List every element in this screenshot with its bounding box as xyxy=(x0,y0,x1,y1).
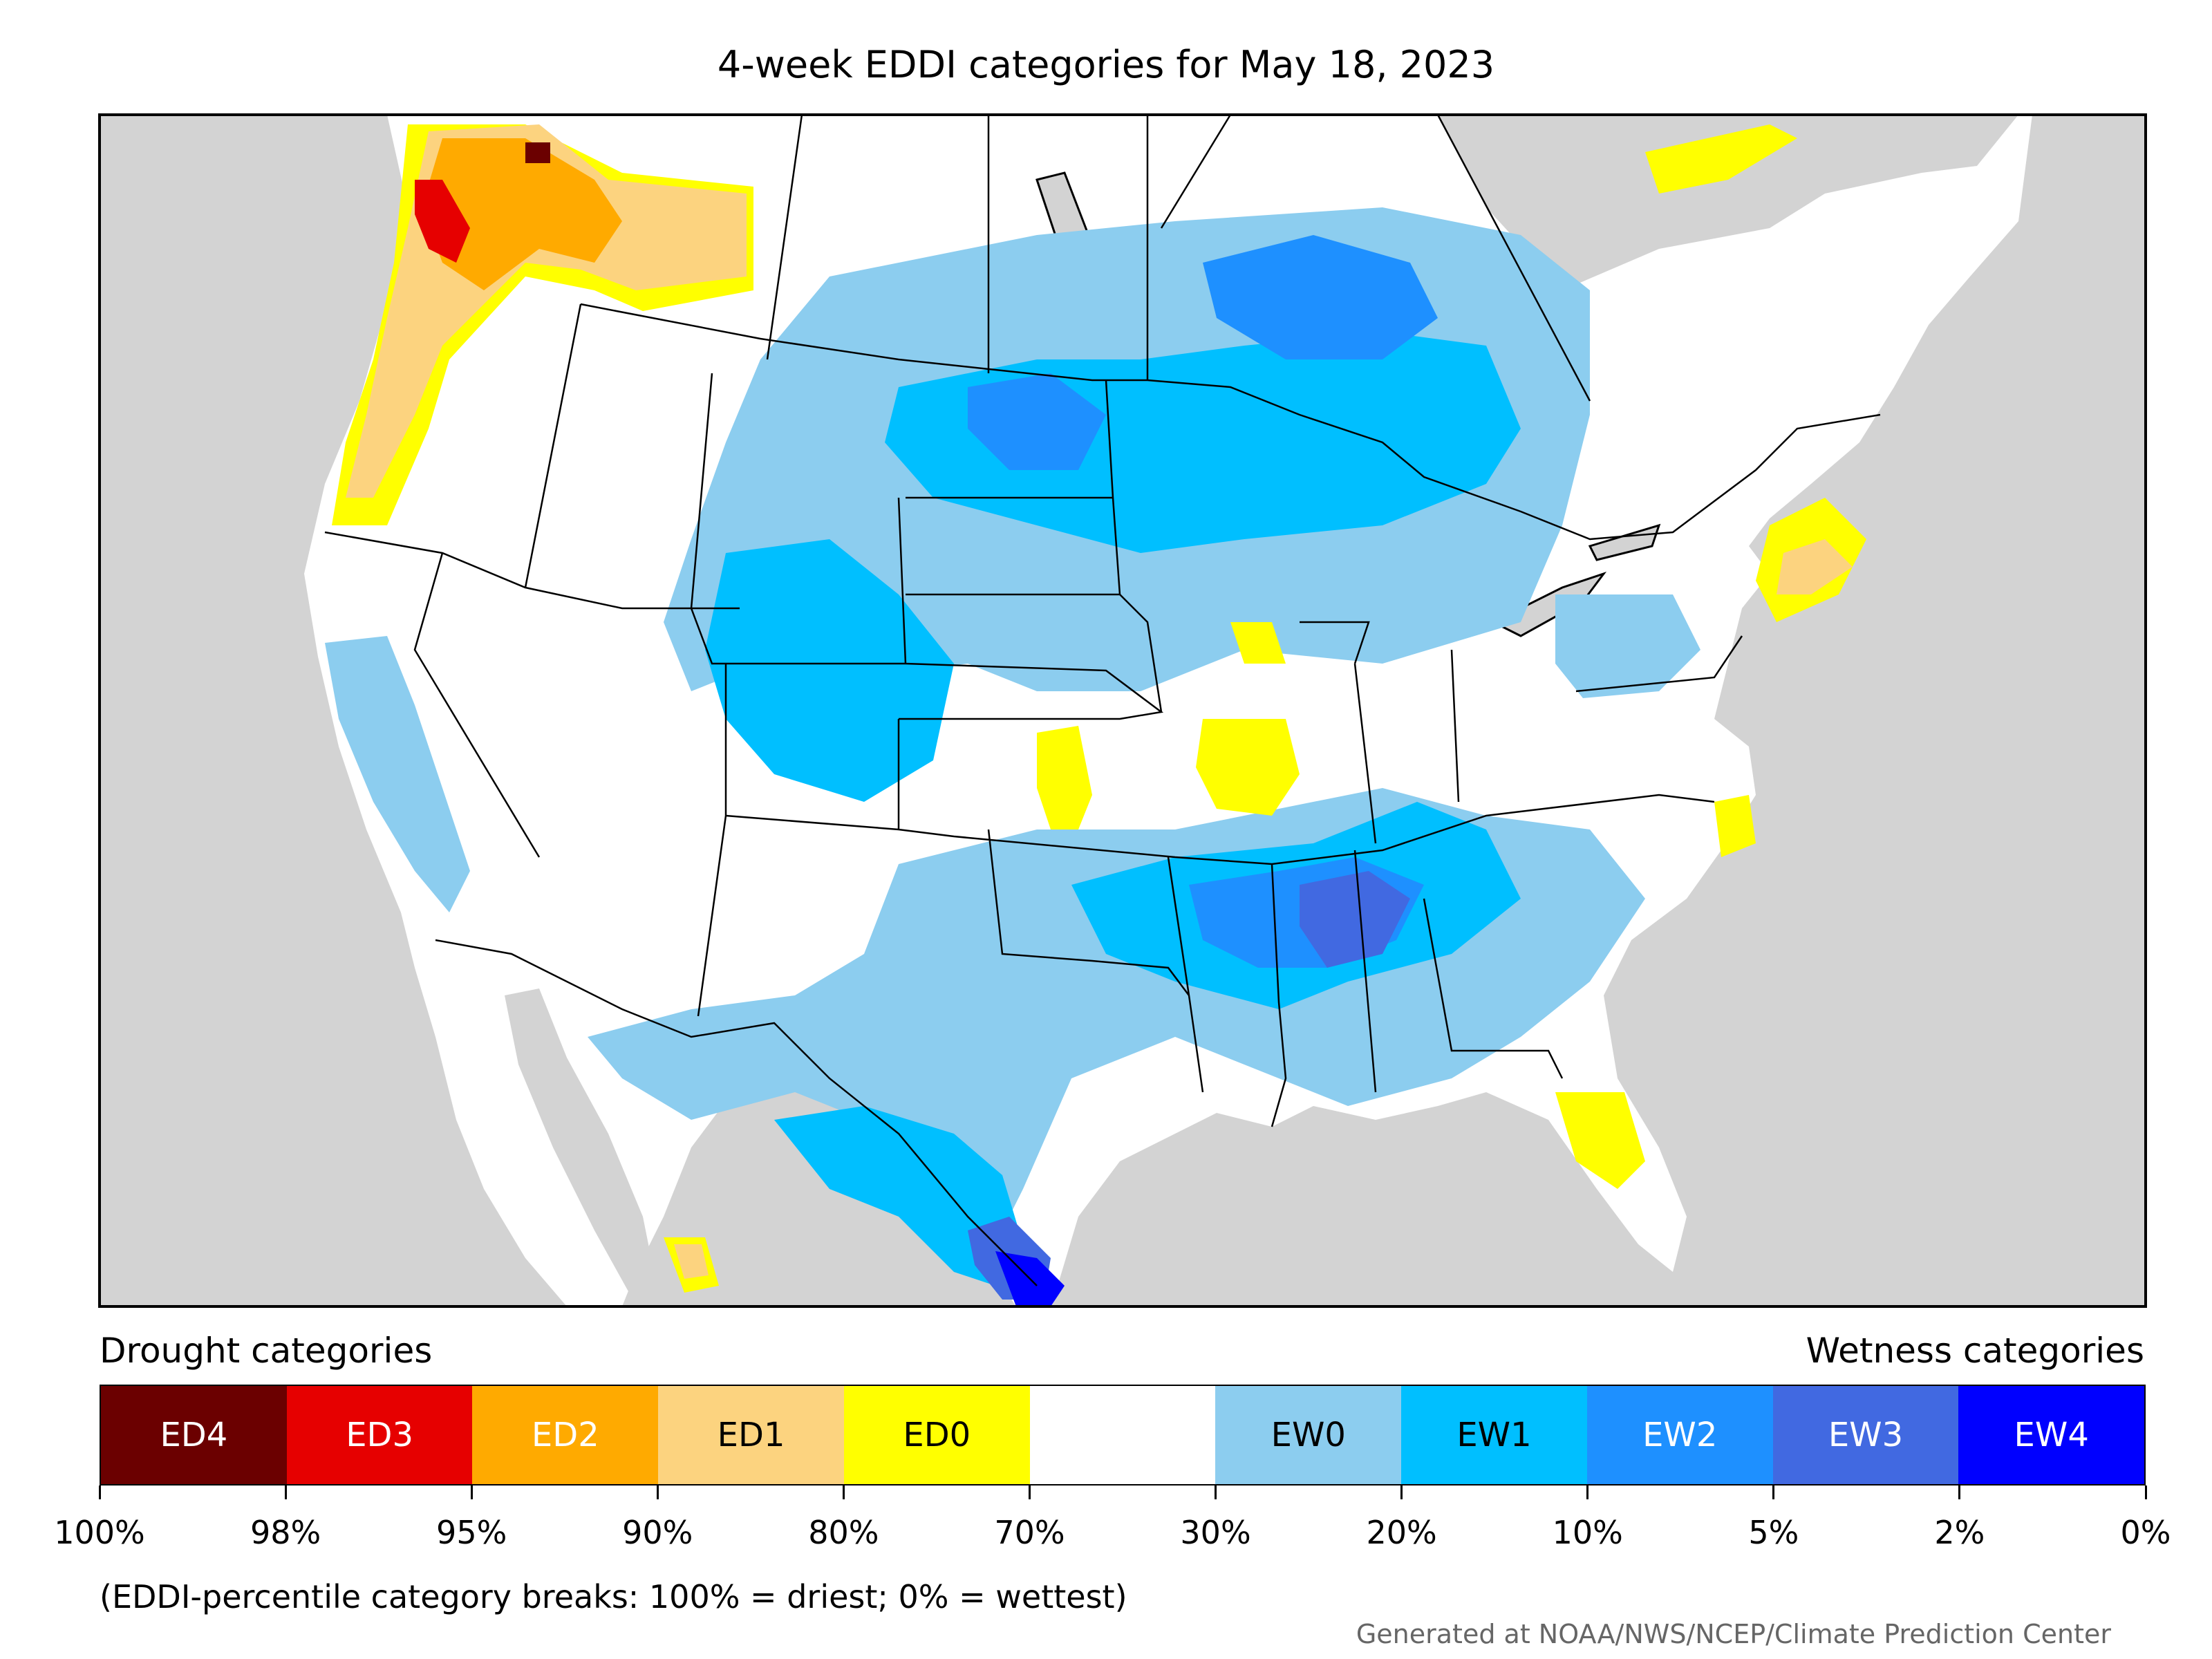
ed2-pacific-northwest xyxy=(422,138,622,290)
legend-swatch-ew4: EW4 xyxy=(1958,1386,2145,1484)
political-boundaries xyxy=(324,114,1881,1286)
state-lines xyxy=(324,303,1743,1127)
ed1-new-england xyxy=(1777,539,1853,594)
ed3-pacific-northwest xyxy=(415,180,470,263)
map-frame xyxy=(98,113,2147,1308)
legend-tick-label: 5% xyxy=(1748,1514,1799,1551)
gulf-of-california xyxy=(505,988,657,1293)
ed0-florida xyxy=(1555,1092,1645,1189)
ed0-kansas xyxy=(1037,726,1092,830)
ew2-minnesota xyxy=(1203,235,1438,359)
legend-tick-mark xyxy=(1958,1485,1961,1499)
legend-tick-mark xyxy=(1772,1485,1775,1499)
footnote: (EDDI-percentile category breaks: 100% =… xyxy=(100,1578,1127,1615)
legend-tick-label: 2% xyxy=(1934,1514,1985,1551)
us-mexico-border xyxy=(435,939,1038,1286)
legend-swatch-ed2: ED2 xyxy=(472,1386,659,1484)
legend-tick-label: 90% xyxy=(622,1514,693,1551)
legend-tick-mark xyxy=(98,1485,101,1499)
legend-tick-label: 100% xyxy=(54,1514,145,1551)
legend-tick-mark xyxy=(470,1485,473,1499)
legend-tick-label: 70% xyxy=(994,1514,1065,1551)
legend-tick-mark xyxy=(1400,1485,1403,1499)
legend-tick-mark xyxy=(842,1485,845,1499)
ew0-california xyxy=(325,636,470,912)
legend-swatch-ew2: EW2 xyxy=(1586,1386,1773,1484)
legend-tick-mark xyxy=(656,1485,659,1499)
ed0-illinois xyxy=(1230,622,1286,664)
credit-text: Generated at NOAA/NWS/NCEP/Climate Predi… xyxy=(1356,1619,2111,1649)
ew1-rockies xyxy=(705,539,954,802)
legend-swatch-none xyxy=(1029,1386,1216,1484)
canada-province-lines xyxy=(766,114,1591,402)
ew2-north-plains xyxy=(968,373,1106,470)
legend-tick-label: 10% xyxy=(1552,1514,1623,1551)
drought-categories-heading: Drought categories xyxy=(100,1331,433,1371)
legend-tick-label: 0% xyxy=(2120,1514,2171,1551)
legend-swatch-ed3: ED3 xyxy=(286,1386,473,1484)
legend-swatch-ew3: EW3 xyxy=(1772,1386,1959,1484)
ew1-texas xyxy=(774,1106,1023,1286)
wetness-categories-heading: Wetness categories xyxy=(1806,1331,2144,1371)
map-title: 4-week EDDI categories for May 18, 2023 xyxy=(717,43,1495,86)
legend-swatch-ed1: ED1 xyxy=(658,1386,844,1484)
legend-tick-mark xyxy=(2144,1485,2147,1499)
color-legend-bar: ED4 ED3 ED2 ED1 ED0 EW0 EW1 EW2 EW3 EW4 xyxy=(100,1385,2146,1485)
legend-tick-mark xyxy=(1028,1485,1031,1499)
ed4-pacific-northwest xyxy=(525,142,550,163)
us-canada-border xyxy=(580,303,1881,541)
legend-tick-label: 95% xyxy=(436,1514,507,1551)
ew3-lower-miss xyxy=(1300,871,1410,968)
legend-tick-mark xyxy=(284,1485,287,1499)
legend-swatch-ed0: ED0 xyxy=(843,1386,1030,1484)
ed0-north-carolina xyxy=(1714,795,1756,857)
legend-tick-mark xyxy=(1215,1485,1217,1499)
legend-tick-label: 30% xyxy=(1180,1514,1251,1551)
legend-swatch-ew1: EW1 xyxy=(1401,1386,1587,1484)
legend-tick-label: 80% xyxy=(808,1514,879,1551)
ew0-northeast xyxy=(1555,594,1700,698)
ed1-baja xyxy=(674,1244,709,1279)
ed0-iowa-missouri xyxy=(1196,719,1300,816)
wetness-areas xyxy=(325,207,1700,1306)
legend-tick-label: 20% xyxy=(1366,1514,1437,1551)
legend-tick-mark xyxy=(1586,1485,1589,1499)
ed0-quebec xyxy=(1645,124,1797,194)
legend-tick-label: 98% xyxy=(250,1514,321,1551)
drought-areas xyxy=(332,124,1866,1293)
legend-swatch-ew0: EW0 xyxy=(1215,1386,1402,1484)
legend-swatch-ed4: ED4 xyxy=(101,1386,287,1484)
